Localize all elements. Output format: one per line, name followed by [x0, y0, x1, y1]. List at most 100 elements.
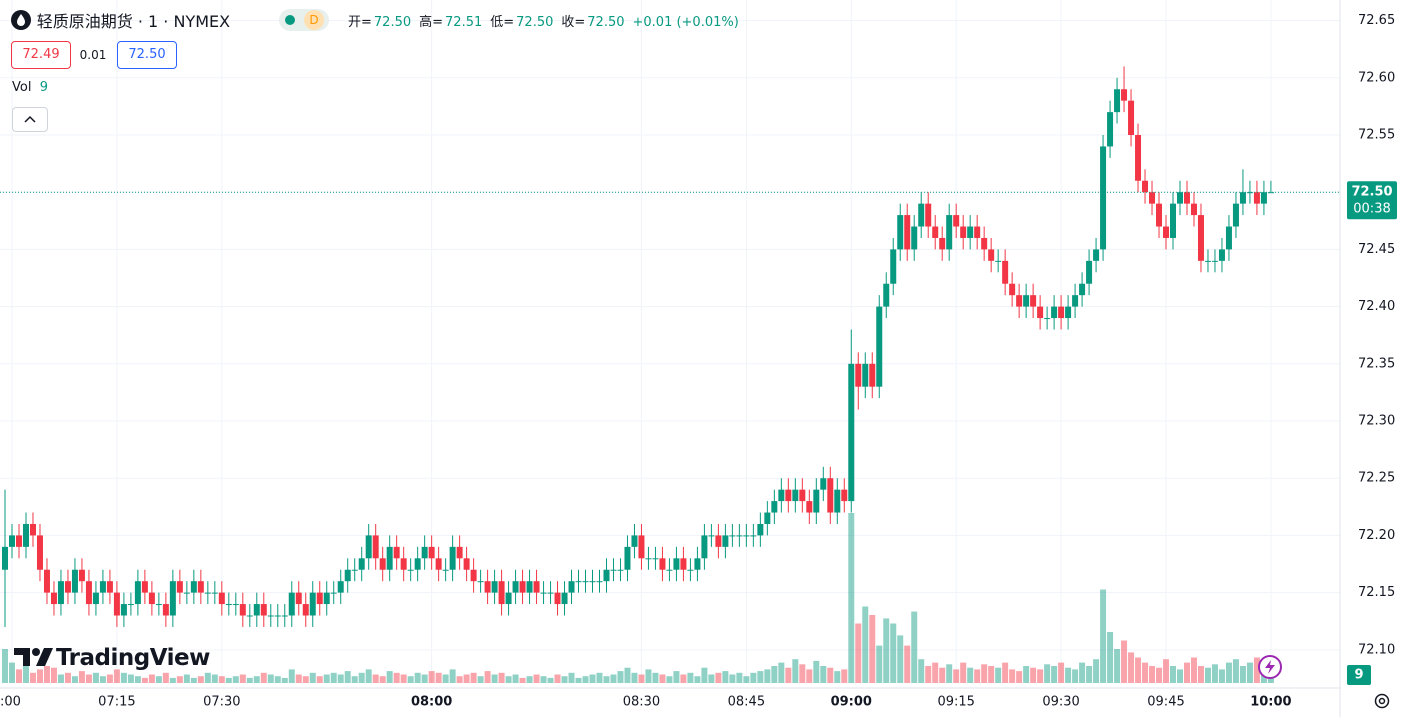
candle-body — [1204, 260, 1211, 262]
y-tick-label: 72.25 — [1358, 471, 1395, 486]
volume-bar — [1114, 649, 1121, 683]
candle-body — [666, 569, 673, 571]
volume-bar — [519, 677, 526, 683]
candle-body — [512, 581, 519, 593]
candle-body — [659, 558, 666, 570]
candle-body — [120, 604, 127, 616]
volume-bar — [323, 674, 330, 683]
volume-bar — [834, 671, 841, 683]
volume-bar — [36, 669, 43, 683]
volume-bar — [358, 672, 365, 683]
sell-button[interactable]: 72.49 — [11, 41, 71, 69]
y-tick-label: 72.20 — [1358, 528, 1395, 543]
candle-body — [9, 535, 15, 547]
candle-body — [1065, 306, 1072, 319]
volume-bar — [897, 635, 904, 683]
candle-body — [484, 581, 491, 593]
volume-bar — [869, 615, 876, 683]
candle-body — [491, 581, 498, 593]
candle-body — [169, 581, 176, 616]
volume-bar — [414, 672, 421, 683]
candle-body — [561, 592, 568, 605]
volume-bar — [169, 677, 176, 683]
candle-body — [547, 592, 554, 594]
lightning-button[interactable] — [1258, 655, 1282, 679]
volume-bar — [1100, 589, 1107, 683]
candle-body — [764, 512, 771, 524]
candle-body — [141, 581, 148, 593]
volume-bar — [288, 669, 295, 683]
collapse-button[interactable] — [12, 107, 48, 132]
candle-body — [64, 581, 71, 593]
volume-bar — [813, 660, 820, 683]
candle-body — [1058, 306, 1065, 319]
volume-bar — [1232, 659, 1239, 683]
candle-body — [505, 592, 512, 605]
volume-bar — [477, 676, 484, 683]
candle-body — [344, 569, 351, 582]
buy-button[interactable]: 72.50 — [117, 41, 177, 69]
volume-bar — [1009, 669, 1016, 683]
volume-bar — [673, 671, 680, 683]
candle-body — [239, 604, 246, 616]
candle-body — [323, 592, 330, 605]
candle-body — [624, 546, 631, 570]
volume-bar — [260, 672, 267, 683]
candle-body — [862, 363, 869, 387]
candle-body — [1239, 192, 1246, 204]
legend-value: 72.51 — [445, 15, 483, 30]
volume-bar — [729, 674, 736, 683]
volume-bar — [554, 674, 561, 683]
status-badge[interactable]: D — [279, 9, 329, 31]
volume-bar — [204, 672, 211, 683]
volume-bar — [9, 662, 15, 683]
candle-body — [267, 615, 274, 617]
candle-body — [946, 215, 953, 250]
volume-bar — [456, 676, 463, 683]
candle-body — [1246, 192, 1253, 194]
candle-body — [687, 569, 694, 571]
legend-label: 高= — [419, 15, 444, 30]
symbol-header[interactable]: 轻质原油期货 · 1 · NYMEX — [10, 8, 230, 32]
spread: 0.01 — [79, 48, 107, 62]
candle-body — [757, 523, 764, 536]
volume-bar — [1142, 662, 1149, 683]
legend-label: 开= — [348, 15, 372, 30]
volume-legend: Vol 9 — [12, 80, 48, 95]
volume-bar — [1093, 659, 1100, 683]
settings-button[interactable] — [1372, 691, 1392, 711]
candle-body — [680, 558, 687, 570]
volume-bar — [113, 669, 120, 683]
volume-bar — [64, 672, 71, 683]
candle-body — [743, 535, 750, 537]
candle-body — [1009, 283, 1016, 296]
volume-bar — [631, 672, 638, 683]
candle-body — [995, 260, 1002, 262]
volume-bar — [211, 674, 218, 683]
candle-body — [148, 592, 155, 605]
candle-body — [1051, 306, 1058, 319]
candle-body — [365, 535, 372, 559]
candle-body — [960, 226, 967, 238]
candle-body — [253, 604, 260, 616]
candle-body — [1114, 89, 1121, 113]
candle-body — [162, 604, 169, 616]
volume-bar — [78, 671, 85, 683]
candle-body — [673, 558, 680, 570]
volume-bar — [659, 674, 666, 683]
volume-bar — [736, 672, 743, 683]
volume-bar — [1197, 666, 1204, 683]
volume-bar — [617, 671, 624, 683]
candle-body — [421, 546, 428, 559]
volume-bar — [106, 674, 113, 683]
candle-body — [190, 581, 197, 593]
candle-body — [771, 501, 778, 513]
candle-body — [645, 558, 652, 560]
volume-bar — [421, 674, 428, 683]
volume-bar — [253, 676, 260, 683]
volume-bar — [50, 667, 57, 683]
volume-bar — [316, 676, 323, 683]
candle-body — [1163, 226, 1170, 238]
volume-bar — [1023, 666, 1030, 683]
candle-body — [1044, 318, 1051, 320]
